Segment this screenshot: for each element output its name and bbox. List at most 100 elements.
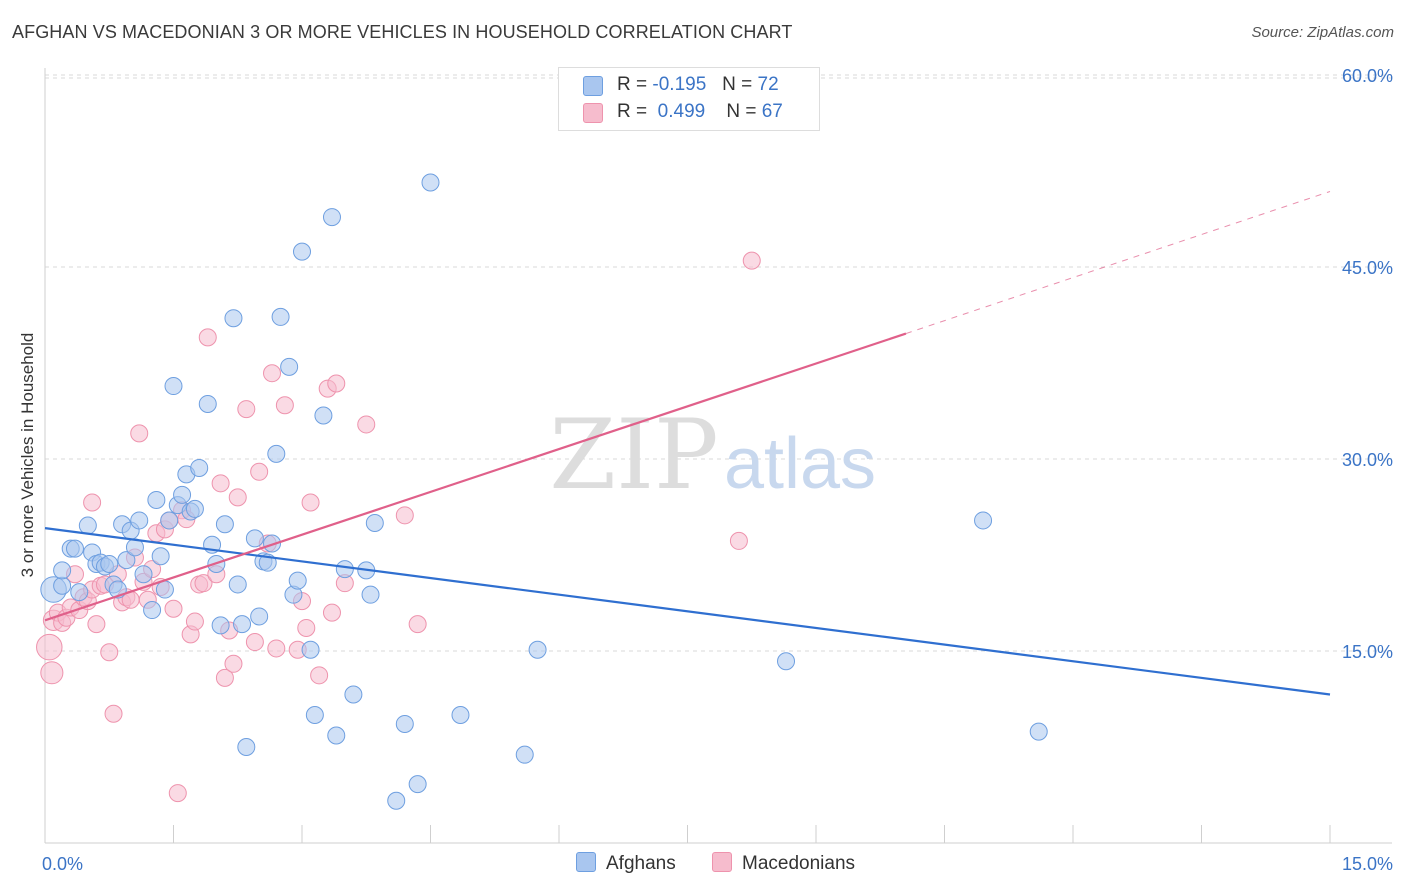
macedonians-point-55	[310, 666, 329, 685]
x-tick-label-max: 15.0%	[1342, 854, 1393, 874]
macedonians-r-label: R =	[617, 101, 648, 122]
macedonians-point-15	[100, 643, 119, 662]
afghans-point-4	[65, 539, 84, 558]
afghans-point-2	[53, 561, 72, 580]
afghans-point-22	[151, 547, 170, 566]
afghans-n-label: N =	[722, 74, 753, 95]
macedonians-point-64	[322, 603, 341, 622]
afghans-point-54	[314, 406, 333, 425]
macedonians-point-57	[327, 374, 346, 393]
afghans-point-61	[365, 514, 384, 532]
afghans-point-36	[215, 515, 234, 534]
afghans-point-71	[1029, 722, 1048, 741]
macedonians-point-31	[168, 784, 187, 803]
macedonians-point-49	[263, 364, 282, 383]
macedonians-point-35	[185, 612, 204, 631]
macedonians-point-66	[83, 493, 102, 512]
macedonians-point-53	[297, 618, 316, 637]
macedonians-point-41	[215, 668, 234, 687]
afghans-point-25	[164, 377, 183, 396]
macedonians-point-30	[164, 599, 183, 618]
macedonians-point-22	[130, 424, 149, 443]
macedonians-point-1	[40, 661, 64, 685]
afghans-point-41	[245, 529, 264, 548]
source-label: Source: ZipAtlas.com	[1251, 24, 1394, 41]
afghans-legend-swatch	[576, 852, 596, 872]
afghans-point-52	[301, 640, 320, 659]
afghans-point-56	[327, 726, 346, 745]
afghans-point-66	[451, 706, 470, 724]
correlation-legend: R = -0.195 N = 72 R = 0.499 N = 67	[558, 67, 820, 131]
macedonians-n-value: 67	[761, 101, 783, 122]
grid-lines	[45, 74, 1392, 652]
macedonians-point-16	[104, 704, 123, 723]
macedonians-legend-swatch	[712, 852, 732, 872]
afghans-point-42	[250, 607, 269, 626]
afghans-point-32	[198, 394, 217, 413]
zipatlas-watermark: ZIP atlas	[549, 399, 876, 511]
macedonians-point-43	[224, 654, 243, 673]
afghans-point-63	[395, 714, 414, 733]
macedonians-trend-extension	[905, 191, 1331, 335]
macedonians-point-59	[357, 415, 376, 434]
afghans-point-60	[361, 585, 380, 604]
macedonians-point-61	[408, 615, 427, 634]
y-axis-label: 3 or more Vehicles in Household	[18, 332, 37, 578]
afghans-point-11	[100, 554, 119, 573]
afghans-point-27	[173, 485, 192, 504]
chart-title: AFGHAN VS MACEDONIAN 3 OR MORE VEHICLES …	[12, 22, 793, 42]
afghans-point-47	[271, 307, 290, 326]
afghans-point-51	[293, 242, 311, 261]
afghans-points	[40, 173, 1048, 810]
afghans-point-20	[143, 601, 162, 620]
macedonians-point-51	[275, 396, 294, 415]
afghans-point-6	[78, 516, 97, 535]
macedonians-point-63	[742, 251, 761, 270]
afghans-swatch	[583, 76, 603, 96]
x-tick-label-min: 0.0%	[42, 854, 83, 874]
afghans-point-46	[267, 444, 286, 463]
afghans-point-70	[974, 511, 993, 530]
afghans-point-40	[237, 738, 256, 756]
afghans-point-67	[515, 745, 534, 764]
macedonians-swatch	[583, 103, 603, 123]
afghans-trend-line	[44, 527, 1331, 696]
legend-item-afghans: Afghans	[576, 852, 676, 875]
axes	[44, 68, 1392, 844]
afghans-point-21	[147, 490, 166, 509]
afghans-point-15	[117, 551, 136, 570]
macedonians-point-40	[211, 474, 230, 493]
afghans-point-24	[160, 511, 179, 530]
macedonians-r-value: 0.499	[657, 101, 706, 122]
afghans-r-label: R =	[617, 74, 648, 95]
afghans-point-69	[777, 652, 796, 671]
afghans-point-5	[70, 583, 89, 602]
afghans-point-23	[155, 580, 174, 599]
afghans-point-1	[53, 576, 72, 595]
afghans-point-45	[263, 534, 282, 553]
afghans-point-39	[233, 615, 252, 634]
watermark-zip: ZIP	[549, 399, 718, 511]
afghans-r-value: -0.195	[652, 74, 707, 95]
macedonians-point-47	[250, 462, 269, 481]
macedonians-trend-line	[44, 332, 907, 622]
afghans-point-62	[387, 791, 406, 810]
macedonians-legend-label: Macedonians	[742, 853, 856, 874]
y-tick-label-15: 15.0%	[1342, 642, 1393, 662]
afghans-legend-label: Afghans	[606, 853, 676, 874]
afghans-point-48	[280, 357, 299, 376]
afghans-point-31	[190, 458, 209, 477]
trend-lines	[44, 191, 1331, 696]
macedonians-point-44	[228, 488, 247, 507]
afghans-point-35	[211, 616, 230, 635]
macedonians-point-50	[267, 639, 286, 658]
legend-item-macedonians: Macedonians	[712, 852, 855, 875]
macedonians-point-54	[301, 493, 320, 512]
afghans-point-58	[344, 685, 363, 704]
macedonians-point-45	[237, 400, 256, 419]
watermark-atlas: atlas	[724, 424, 876, 504]
macedonians-point-38	[198, 328, 217, 347]
afghans-point-30	[185, 499, 204, 518]
afghans-point-65	[421, 173, 440, 192]
afghans-point-57	[335, 560, 354, 579]
